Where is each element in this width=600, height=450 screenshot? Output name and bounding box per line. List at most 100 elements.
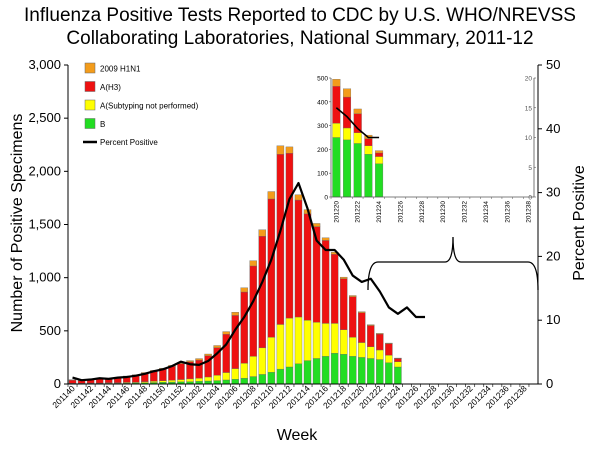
bar-b-201223 [385, 362, 393, 385]
bar-a-h3-201143 [95, 379, 104, 384]
bar-2009-h1n1-201220 [358, 311, 366, 313]
bar-a-subtyping-not-performed-201207 [240, 363, 248, 379]
inset-y-tick-label: 400 [317, 99, 328, 106]
bar-b-201218 [339, 354, 348, 385]
inset-bar-2009-h1n1-201220 [332, 79, 341, 87]
bar-a-h3-201140 [68, 379, 77, 384]
inset-bar-a-h3-201221 [343, 96, 352, 129]
bar-a-h3-201207 [240, 291, 248, 364]
inset-x-tick-label: 201228 [419, 201, 426, 223]
bar-b-201210 [267, 372, 276, 385]
bar-a-subtyping-not-performed-201218 [339, 329, 348, 355]
bar-2009-h1n1-201203 [204, 353, 212, 356]
bar-2009-h1n1-201202 [195, 358, 203, 361]
x-axis-label: Week [277, 427, 319, 444]
bar-2009-h1n1-201215 [312, 223, 321, 227]
legend-swatch-b [84, 118, 96, 129]
y-tick-label: 2,000 [28, 163, 61, 178]
bar-a-subtyping-not-performed-201220 [358, 342, 366, 358]
bar-a-subtyping-not-performed-201149 [150, 381, 158, 383]
inset-bar-a-subtyping-not-performed-201222 [353, 132, 362, 144]
bar-b-201221 [367, 358, 375, 385]
bar-a-subtyping-not-performed-201223 [385, 355, 393, 363]
bar-2009-h1n1-201208 [249, 260, 257, 267]
bar-2009-h1n1-201211 [276, 145, 285, 155]
bar-a-subtyping-not-performed-201205 [222, 372, 230, 381]
bar-a-h3-201219 [349, 296, 357, 338]
bar-a-subtyping-not-performed-201206 [231, 368, 239, 380]
bar-2009-h1n1-201206 [231, 312, 239, 316]
inset-y-tick-label: 200 [317, 147, 328, 154]
bar-2009-h1n1-201204 [213, 345, 221, 348]
bar-b-201212 [285, 366, 294, 385]
bar-a-h3-201223 [385, 343, 393, 356]
bar-a-subtyping-not-performed-201213 [294, 316, 303, 364]
bar-b-201220 [358, 357, 366, 385]
inset-y2-tick-label: 10 [525, 135, 533, 142]
bar-2009-h1n1-201201 [186, 360, 194, 363]
bar-a-h3-201214 [303, 213, 312, 321]
bar-a-h3-201222 [376, 333, 384, 351]
inset-x-tick-label: 201238 [526, 201, 533, 223]
y2-tick-label: 30 [546, 185, 560, 200]
legend-swatch-a-subtyping-not-performed [84, 99, 96, 111]
bar-a-subtyping-not-performed-201151 [168, 379, 176, 383]
bar-b-201222 [376, 359, 384, 385]
inset-y-tick-label: 100 [317, 171, 328, 178]
inset-bar-b-201224 [375, 163, 384, 198]
inset-x-tick-label: 201232 [462, 201, 469, 223]
bar-a-subtyping-not-performed-201216 [321, 323, 330, 357]
legend-label-a-subtyping-not-performed: A(Subtyping not performed) [100, 102, 199, 111]
bar-a-subtyping-not-performed-201204 [213, 375, 221, 381]
bar-a-subtyping-not-performed-201212 [285, 317, 294, 368]
inset-x-tick-label: 201236 [504, 201, 511, 223]
y-axis-label: Number of Positive Specimens [9, 114, 26, 333]
inset-y-tick-label: 500 [317, 76, 328, 83]
bar-2009-h1n1-201218 [339, 276, 348, 279]
bar-b-201216 [321, 356, 330, 385]
bar-a-h3-201218 [339, 278, 348, 330]
y2-tick-label: 0 [546, 376, 553, 391]
inset-x-tick-label: 201220 [333, 201, 340, 223]
inset-y-tick-label: 300 [317, 123, 328, 130]
inset-y2-tick-label: 15 [525, 105, 533, 112]
bar-b-201206 [231, 379, 239, 385]
bar-b-201224 [394, 366, 402, 385]
bar-a-subtyping-not-performed-201208 [249, 356, 257, 377]
bar-2009-h1n1-201207 [240, 287, 248, 293]
bar-2009-h1n1-201216 [321, 237, 330, 241]
legend-label-a-h3: A(H3) [100, 83, 121, 92]
bar-b-201219 [349, 356, 357, 385]
bar-a-subtyping-not-performed-201215 [312, 322, 321, 359]
bar-a-h3-201221 [367, 325, 375, 347]
inset-y2-tick-label: 0 [528, 195, 532, 202]
bar-2009-h1n1-201213 [294, 194, 303, 201]
bar-a-subtyping-not-performed-201214 [303, 320, 312, 361]
inset-brace-path [367, 236, 539, 291]
bar-a-subtyping-not-performed-201201 [186, 378, 194, 382]
inset-chart: 0 100 200 300 400 500 0 5 10 15 20 201220 201222 2012… [317, 76, 536, 223]
inset-bar-a-subtyping-not-performed-201224 [375, 156, 384, 164]
bar-a-h3-201212 [285, 153, 294, 319]
bar-2009-h1n1-201209 [258, 229, 267, 237]
inset-x-tick-label: 201230 [440, 201, 447, 223]
inset-percent-positive-line [335, 107, 380, 139]
bar-b-201213 [294, 363, 303, 385]
bar-b-201205 [222, 379, 230, 385]
y2-axis-label: Percent Positive [571, 165, 588, 281]
bar-a-subtyping-not-performed-201202 [195, 377, 203, 382]
inset-x-tick-label: 201224 [376, 201, 383, 223]
bar-b-201207 [240, 377, 248, 385]
inset-y2-tick-label: 5 [528, 165, 532, 172]
bar-b-201211 [276, 368, 285, 385]
bar-a-h3-201216 [321, 240, 330, 324]
bar-b-201204 [213, 380, 221, 385]
percent-line-layer [72, 181, 426, 382]
inset-bar-b-201222 [353, 143, 362, 198]
bar-a-subtyping-not-performed-201150 [159, 380, 167, 383]
bar-2009-h1n1-201205 [222, 331, 230, 335]
chart-title: Influenza Positive Tests Reported to CDC… [0, 4, 600, 50]
inset-bar-a-subtyping-not-performed-201223 [364, 145, 373, 155]
inset-bar-a-h3-201224 [375, 152, 384, 157]
